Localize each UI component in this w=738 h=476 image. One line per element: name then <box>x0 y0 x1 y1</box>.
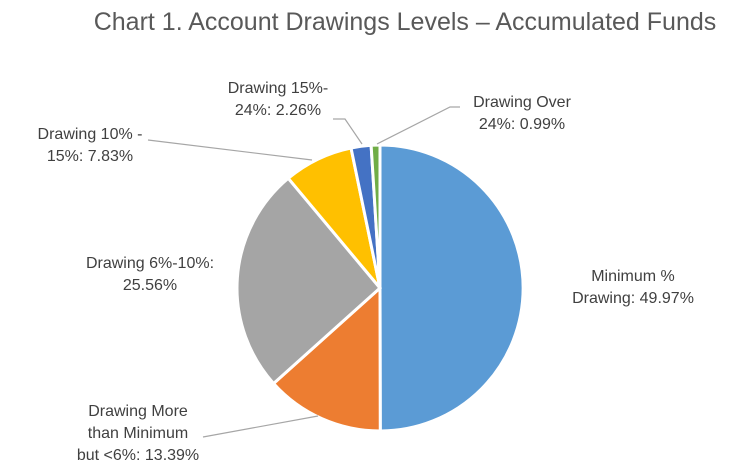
data-label-line: 25.56% <box>123 277 177 294</box>
pie-slice-6-10 <box>235 176 383 386</box>
data-label-line: Drawing 15%- <box>228 80 328 97</box>
leader-line-15-24 <box>333 118 363 145</box>
data-label-line: Drawing 10% - <box>38 126 143 143</box>
data-label-line: Drawing 6%-10%: <box>86 255 214 272</box>
data-label-15-24: Drawing 15%- 24%: 2.26% <box>228 80 328 119</box>
pie-slice-minimum <box>378 143 525 433</box>
data-label-over-24: Drawing Over 24%: 0.99% <box>473 94 571 133</box>
data-label-line: but <6%: 13.39% <box>77 447 199 464</box>
leader-lines <box>147 106 460 438</box>
pie-slice-over-24 <box>369 143 382 289</box>
chart-title: Chart 1. Account Drawings Levels – Accum… <box>94 8 717 36</box>
leader-line-more-than-min <box>202 415 319 438</box>
data-label-minimum: Minimum % Drawing: 49.97% <box>572 268 694 307</box>
leader-line-10-15 <box>147 139 313 161</box>
data-label-6-10: Drawing 6%-10%: 25.56% <box>86 255 214 294</box>
data-label-line: 15%: 7.83% <box>47 148 133 165</box>
data-label-line: than Minimum <box>88 425 188 442</box>
pie-slices <box>235 143 525 433</box>
pie-slice-more-than-min <box>271 284 382 433</box>
data-label-line: Drawing More <box>88 403 188 420</box>
data-label-line: Drawing Over <box>473 94 571 111</box>
data-label-line: Drawing: 49.97% <box>572 290 694 307</box>
data-label-more-than-min: Drawing More than Minimum but <6%: 13.39% <box>77 403 199 464</box>
data-label-line: 24%: 0.99% <box>479 116 565 133</box>
data-label-line: Minimum % <box>591 268 675 285</box>
data-label-line: 24%: 2.26% <box>235 102 321 119</box>
leader-line-over-24 <box>376 106 460 145</box>
data-label-10-15: Drawing 10% - 15%: 7.83% <box>38 126 143 165</box>
slice-labels: Minimum % Drawing: 49.97% Drawing More than… <box>38 80 694 464</box>
